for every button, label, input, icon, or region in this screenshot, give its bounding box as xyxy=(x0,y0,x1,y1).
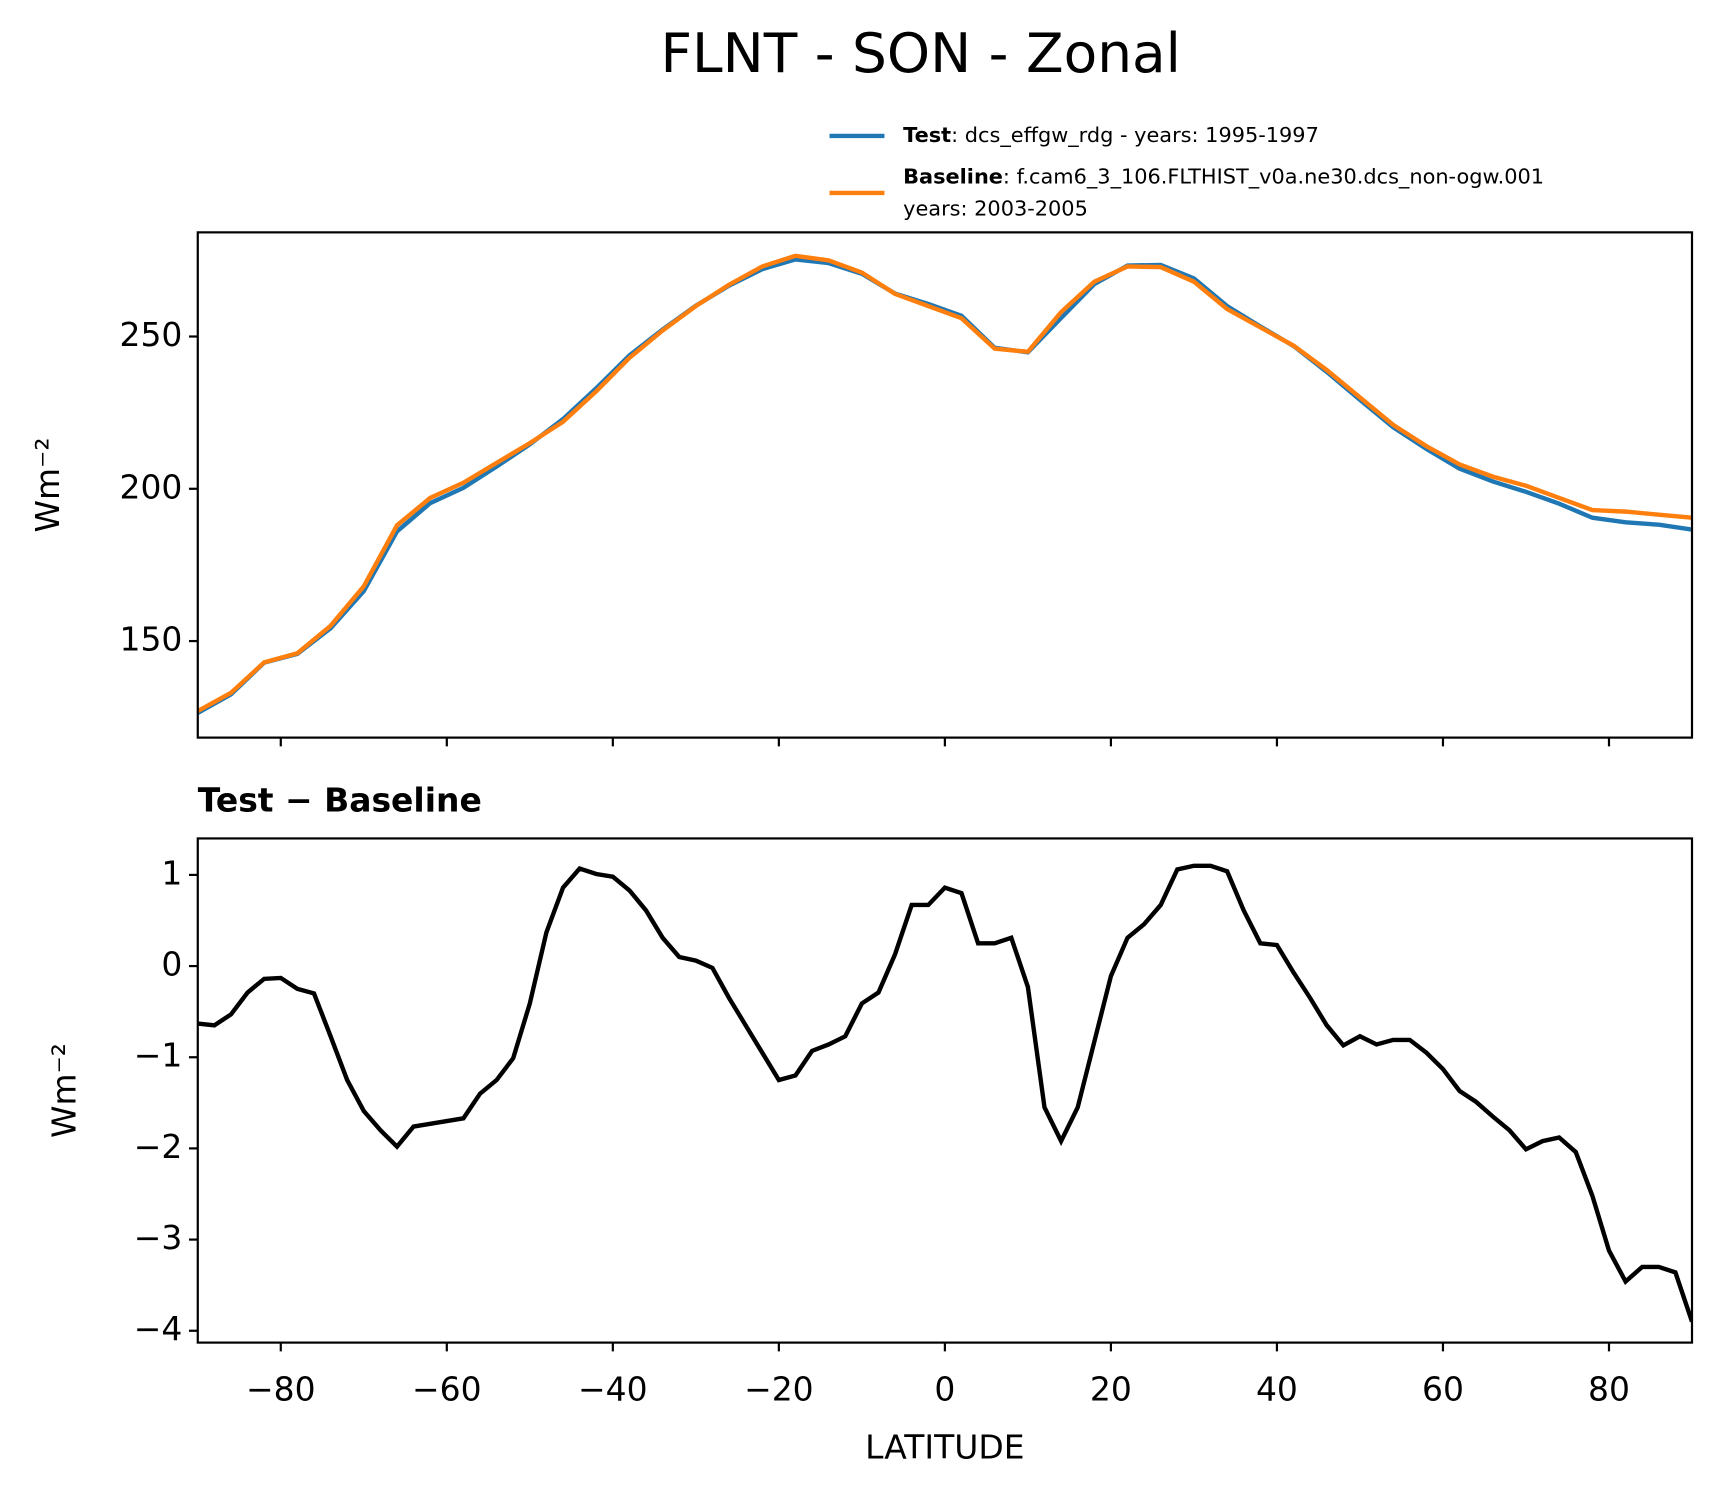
legend-text: : f.cam6_3_106.FLTHIST_v0a.ne30.dcs_non-… xyxy=(1003,165,1544,190)
y-axis-label: Wm⁻² xyxy=(44,1043,83,1138)
x-tick-label: −20 xyxy=(744,1369,814,1408)
legend-label: Test: dcs_effgw_rdg - years: 1995-1997 xyxy=(903,123,1319,148)
x-tick-label: 80 xyxy=(1588,1369,1630,1408)
series-line xyxy=(197,863,1692,1323)
series-line xyxy=(197,253,1692,714)
plot-frame xyxy=(196,837,1694,1344)
figure-title: FLNT - SON - Zonal xyxy=(660,21,1180,85)
y-tick-label: −1 xyxy=(134,1036,183,1075)
x-tick-label: 60 xyxy=(1422,1369,1464,1408)
legend-text: : dcs_effgw_rdg - years: 1995-1997 xyxy=(951,123,1319,148)
subplot-title: Test − Baseline xyxy=(198,781,482,820)
x-tick-label: −40 xyxy=(578,1369,648,1408)
legend-label: Baseline: f.cam6_3_106.FLTHIST_v0a.ne30.… xyxy=(903,165,1544,190)
y-tick-label: 250 xyxy=(119,315,182,354)
x-axis-label: LATITUDE xyxy=(865,1427,1024,1466)
y-tick-label: 0 xyxy=(161,945,182,984)
legend-text: years: 2003-2005 xyxy=(903,196,1088,220)
y-tick-label: 1 xyxy=(161,853,182,892)
y-axis-label: Wm⁻² xyxy=(28,437,67,532)
legend-name: Test xyxy=(903,123,951,147)
x-tick-label: 0 xyxy=(934,1369,955,1408)
y-tick-label: 150 xyxy=(119,620,182,659)
y-tick-label: 200 xyxy=(119,467,182,506)
y-tick-label: −3 xyxy=(134,1218,183,1257)
legend-name: Baseline xyxy=(903,165,1003,189)
x-tick-label: −80 xyxy=(246,1369,316,1408)
x-tick-label: 20 xyxy=(1090,1369,1132,1408)
x-tick-label: −60 xyxy=(412,1369,482,1408)
plot-frame xyxy=(196,231,1694,739)
x-tick-label: 40 xyxy=(1256,1369,1298,1408)
y-tick-label: −4 xyxy=(134,1309,183,1348)
series-line xyxy=(197,257,1692,715)
y-tick-label: −2 xyxy=(134,1127,183,1166)
